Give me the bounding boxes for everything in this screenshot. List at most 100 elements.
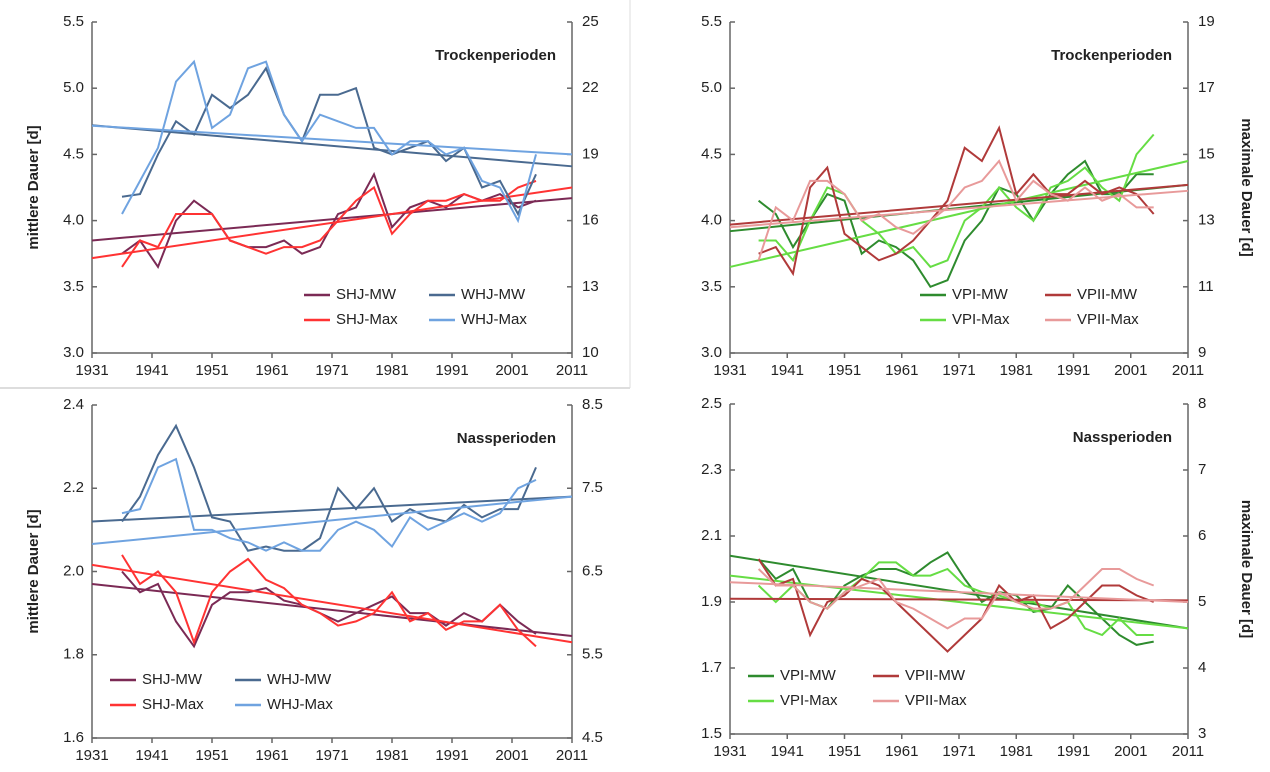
legend-label: VPI-Max: [780, 692, 838, 709]
y-tick-label: 4.0: [701, 212, 722, 229]
series-line: [758, 133, 1155, 269]
x-tick-label: 1981: [375, 362, 408, 379]
series-line: [757, 159, 1154, 289]
legend-label: VPII-Max: [1077, 311, 1139, 328]
y2-tick-label: 7.5: [582, 479, 603, 496]
series-line: [758, 125, 1155, 277]
x-tick-label: 2011: [556, 747, 588, 764]
y2-axis-label: maximale Dauer [d]: [1238, 500, 1255, 638]
y-tick-label: 3.0: [701, 344, 722, 361]
x-tick-label: 2011: [556, 362, 588, 379]
trend-line: [91, 186, 573, 260]
y2-tick-label: 16: [582, 212, 599, 229]
x-tick-label: 1941: [135, 362, 168, 379]
annotation: Nassperioden: [457, 430, 556, 447]
y-tick-label: 4.5: [701, 145, 722, 162]
x-tick-label: 1931: [713, 362, 746, 379]
x-tick-label: 1991: [1057, 362, 1090, 379]
y2-tick-label: 8.5: [582, 396, 603, 413]
y2-tick-label: 6.5: [582, 562, 603, 579]
x-tick-label: 1971: [315, 362, 348, 379]
y-tick-label: 3.5: [63, 278, 84, 295]
trend-line: [729, 160, 1189, 268]
series-line: [757, 159, 1154, 261]
x-tick-label: 1951: [195, 362, 228, 379]
y2-tick-label: 13: [582, 278, 599, 295]
x-tick-label: 2001: [1114, 362, 1147, 379]
y-tick-label: 5.0: [701, 79, 722, 96]
annotation: Trockenperioden: [1051, 47, 1172, 64]
y2-tick-label: 6: [1198, 527, 1206, 544]
x-tick-label: 1971: [942, 743, 975, 760]
legend-label: VPI-MW: [952, 286, 1009, 303]
legend-label: SHJ-MW: [336, 286, 397, 303]
y2-tick-label: 5.5: [582, 646, 603, 663]
series-line: [121, 179, 537, 268]
legend-label: VPII-Max: [905, 692, 967, 709]
legend-label: VPII-MW: [1077, 286, 1138, 303]
x-tick-label: 1991: [435, 747, 468, 764]
series-line: [121, 554, 537, 648]
legend-label: SHJ-Max: [142, 696, 204, 713]
y2-tick-label: 22: [582, 79, 599, 96]
x-tick-label: 1931: [713, 743, 746, 760]
x-tick-label: 1931: [75, 362, 108, 379]
y2-tick-label: 13: [1198, 212, 1215, 229]
trend-line: [91, 124, 573, 156]
y-tick-label: 2.0: [63, 562, 84, 579]
y2-tick-label: 8: [1198, 395, 1206, 412]
y-tick-label: 1.7: [701, 659, 722, 676]
y2-tick-label: 19: [1198, 13, 1215, 30]
x-tick-label: 1931: [75, 747, 108, 764]
trend-line: [729, 581, 1189, 603]
series-line: [121, 59, 537, 224]
x-tick-label: 2001: [495, 747, 528, 764]
y-tick-label: 5.5: [63, 13, 84, 30]
series-line: [121, 570, 537, 649]
y-axis-label: mittlere Dauer [d]: [25, 125, 42, 249]
x-tick-label: 2001: [495, 362, 528, 379]
y2-tick-label: 19: [582, 145, 599, 162]
x-tick-label: 1951: [828, 743, 861, 760]
y2-tick-label: 11: [1198, 278, 1214, 295]
y-tick-label: 4.0: [63, 212, 84, 229]
trend-line: [91, 582, 573, 638]
x-tick-label: 2011: [1172, 362, 1204, 379]
trend-line: [729, 189, 1189, 229]
y-tick-label: 1.8: [63, 646, 84, 663]
y-tick-label: 3.5: [701, 278, 722, 295]
x-tick-label: 2011: [1172, 743, 1204, 760]
x-tick-label: 1981: [1000, 743, 1033, 760]
y-tick-label: 1.6: [63, 729, 84, 746]
y-tick-label: 5.5: [701, 13, 722, 30]
x-tick-label: 2001: [1114, 743, 1147, 760]
y2-tick-label: 15: [1198, 145, 1215, 162]
y-tick-label: 1.5: [701, 725, 722, 742]
y-axis-label: mittlere Dauer [d]: [25, 509, 42, 633]
annotation: Trockenperioden: [435, 47, 556, 64]
series-line: [121, 457, 537, 552]
trend-line: [91, 563, 573, 644]
x-tick-label: 1961: [885, 362, 918, 379]
x-tick-label: 1981: [1000, 362, 1033, 379]
x-tick-label: 1971: [315, 747, 348, 764]
x-tick-label: 1981: [375, 747, 408, 764]
legend-label: VPI-MW: [780, 667, 837, 684]
x-tick-label: 1961: [255, 747, 288, 764]
legend-label: VPI-Max: [952, 311, 1010, 328]
x-tick-label: 1961: [255, 362, 288, 379]
trend-line: [91, 495, 573, 523]
legend-label: WHJ-MW: [461, 286, 526, 303]
x-tick-label: 1941: [771, 362, 804, 379]
x-tick-label: 1951: [828, 362, 861, 379]
x-tick-label: 1961: [885, 743, 918, 760]
y2-axis-label: maximale Dauer [d]: [1238, 118, 1255, 256]
y2-tick-label: 4: [1198, 659, 1206, 676]
trend-line: [729, 183, 1189, 226]
y2-tick-label: 7: [1198, 461, 1206, 478]
y2-tick-label: 25: [582, 13, 599, 30]
x-tick-label: 1971: [942, 362, 975, 379]
y-tick-label: 2.3: [701, 461, 722, 478]
